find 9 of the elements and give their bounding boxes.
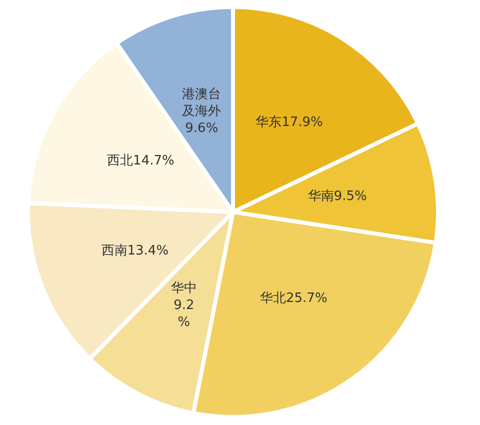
slice-label: 华南9.5% [308,188,367,204]
data-label: 9.6% [185,120,218,136]
slice-label: 华中 [170,280,197,296]
slice-label: 西南13.4% [101,243,169,258]
data-label: 9.2% [174,298,194,330]
slice-label: 华北25.7% [260,290,328,306]
slice-label: 港澳台及海外 [182,86,222,119]
slice-label: 西北14.7% [107,153,174,168]
slice-label: 华东17.9% [256,115,323,130]
